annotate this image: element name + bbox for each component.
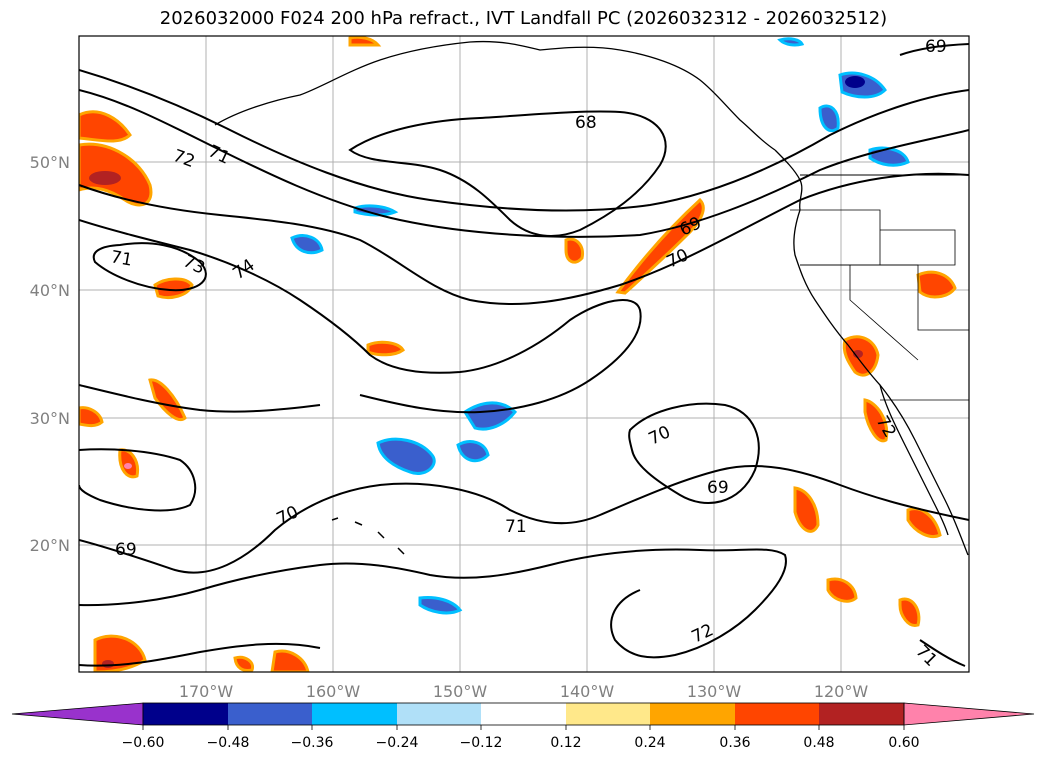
refractivity-contours [79, 43, 969, 667]
anomaly-patch [79, 406, 104, 428]
anomaly-core [89, 171, 121, 185]
contour-line [79, 219, 642, 414]
colorbar-tick-label: −0.24 [376, 735, 419, 751]
colorbar-segment [312, 703, 397, 725]
lon-label-160w: 160°W [306, 682, 361, 701]
anomaly-core [102, 660, 114, 668]
colorbar-segment [735, 703, 819, 725]
anomaly-patch [793, 486, 820, 533]
lon-label-140w: 140°W [560, 682, 615, 701]
anomaly-core [124, 463, 132, 469]
anomaly-core [853, 350, 863, 358]
anomaly-patch [777, 37, 805, 47]
colorbar-segment [819, 703, 904, 725]
colorbar-tick-label: −0.48 [207, 735, 250, 751]
contour-label: 69 [707, 478, 729, 498]
colorbar-extend-min [11, 702, 144, 726]
plot-frame [78, 35, 970, 673]
map-title: 2026032000 F024 200 hPa refract., IVT La… [159, 8, 888, 29]
colorbar-segment [228, 703, 312, 725]
contour-line [79, 89, 969, 238]
contour-line [79, 172, 969, 305]
anomaly-patch [818, 104, 840, 133]
coastlines [214, 40, 969, 556]
lat-label-40n: 40°N [30, 281, 70, 300]
anomaly-patch [376, 437, 436, 475]
contour-line [92, 242, 207, 292]
colorbar-tick-label: 0.12 [550, 735, 581, 751]
anomaly-patch [826, 577, 858, 603]
colorbar-tick-label: 0.48 [803, 735, 834, 751]
colorbar-segment [143, 703, 228, 725]
colorbar: −0.60 −0.48 −0.36 −0.24 −0.12 0.12 0.24 … [11, 702, 1035, 751]
colorbar-frame [142, 702, 905, 726]
state-border [849, 265, 919, 361]
anomaly-patch [916, 270, 957, 299]
hawaii-islands [331, 517, 405, 555]
contour-label: 69 [115, 540, 137, 560]
anomaly-patch [898, 597, 921, 627]
coastline-alaska [214, 40, 776, 151]
anomaly-core [845, 76, 865, 88]
anomaly-patch [863, 398, 889, 443]
contour-label: 68 [575, 113, 597, 133]
state-border [800, 264, 969, 331]
anomaly-patch [353, 204, 399, 217]
contour-line [79, 642, 321, 667]
lat-label-20n: 20°N [30, 536, 70, 555]
contour-line [79, 69, 969, 212]
lat-label-30n: 30°N [30, 409, 70, 428]
contour-label: 71 [109, 247, 134, 270]
longitude-labels: 170°W 160°W 150°W 140°W 130°W 120°W [179, 682, 869, 701]
anomaly-patch [456, 440, 490, 463]
lon-label-120w: 120°W [814, 682, 869, 701]
contour-line [79, 465, 969, 574]
lon-label-130w: 130°W [687, 682, 742, 701]
contour-line [79, 448, 197, 512]
colorbar-tick-label: 0.24 [634, 735, 665, 751]
lon-label-150w: 150°W [433, 682, 488, 701]
anomaly-patch [348, 36, 382, 47]
colorbar-ticks [142, 725, 905, 730]
lon-label-170w: 170°W [179, 682, 234, 701]
lat-label-50n: 50°N [30, 153, 70, 172]
colorbar-tick-label: −0.60 [122, 735, 165, 751]
colorbar-segment [481, 703, 566, 725]
contour-line [919, 639, 966, 667]
anomaly-patch [868, 146, 910, 167]
contour-line [79, 548, 787, 659]
anomaly-patch [564, 237, 585, 264]
contour-label: 71 [505, 517, 527, 537]
graticule [79, 36, 969, 672]
contour-line [79, 384, 321, 413]
contour-label: 69 [925, 37, 947, 57]
anomaly-patch [79, 110, 132, 143]
anomaly-patch [153, 277, 194, 300]
colorbar-segment [566, 703, 650, 725]
latitude-labels: 50°N 40°N 30°N 20°N [30, 153, 70, 555]
colorbar-segment [397, 703, 481, 725]
contour-line [899, 43, 969, 56]
colorbar-tick-label: −0.12 [460, 735, 503, 751]
anomaly-patch [418, 596, 463, 615]
colorbar-tick-label: 0.60 [888, 735, 919, 751]
coastline-baja [879, 384, 949, 536]
anomaly-patch [233, 655, 255, 672]
anomaly-patch [148, 378, 187, 421]
colorbar-tick-label: 0.36 [719, 735, 750, 751]
contour-line [348, 110, 667, 237]
contour-line [628, 402, 760, 504]
anomaly-patch [270, 649, 310, 672]
colorbar-extend-max [903, 702, 1035, 726]
anomaly-patch [615, 197, 705, 295]
colorbar-segment [650, 703, 735, 725]
positive-anomaly-shading [79, 36, 957, 672]
coastline-us-west [793, 209, 969, 556]
colorbar-tick-label: −0.36 [291, 735, 334, 751]
anomaly-patch [290, 234, 324, 255]
anomaly-patch [366, 340, 406, 357]
